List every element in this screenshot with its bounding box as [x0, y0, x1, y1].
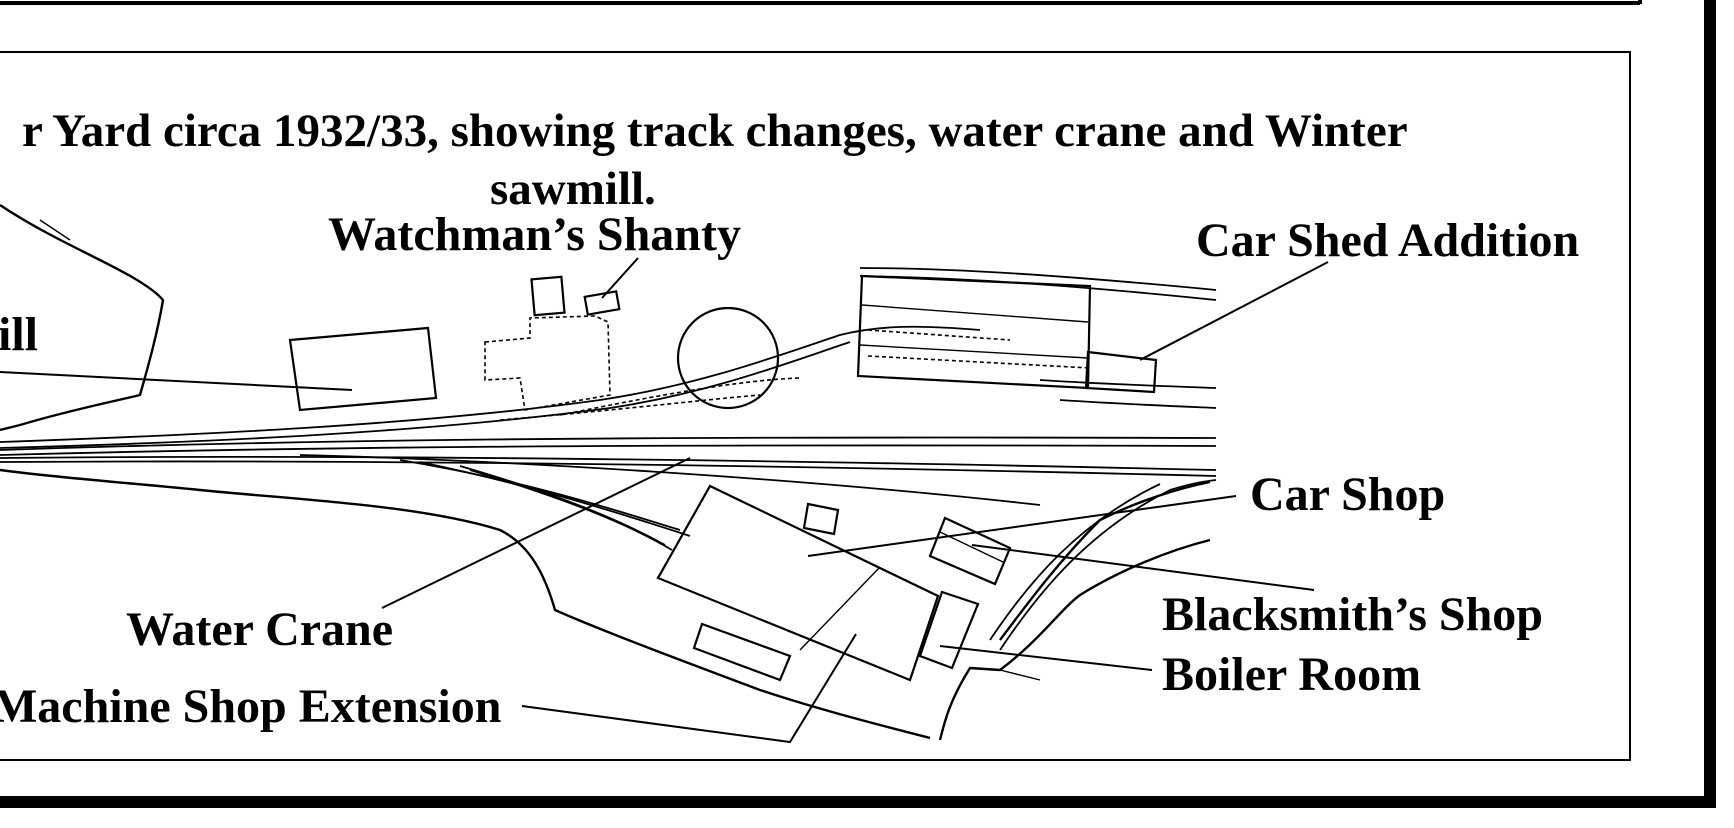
mill-building: [288, 326, 438, 412]
label-car-shed-addition: Car Shed Addition: [1196, 214, 1579, 267]
label-blacksmiths-shop: Blacksmith’s Shop: [1162, 588, 1543, 641]
watchmans-shanty-buildings: [484, 275, 621, 411]
label-boiler-room: Boiler Room: [1162, 648, 1421, 701]
label-watchmans-shanty: Watchman’s Shanty: [328, 208, 741, 261]
trackage: [0, 267, 1217, 651]
label-machine-shop-extension: Machine Shop Extension: [0, 680, 501, 733]
label-water-crane: Water Crane: [126, 603, 393, 656]
turntable: [676, 306, 780, 410]
leader-lines: [0, 257, 1329, 744]
car-shed: [856, 274, 1158, 394]
page-frame: [0, 0, 1716, 808]
figure-title-line1: r Yard circa 1932/33, showing track chan…: [22, 105, 1408, 157]
label-mill-fragment: ill: [0, 308, 38, 361]
car-shop-complex: [656, 484, 1012, 682]
figure-border: [0, 51, 1631, 761]
label-car-shop: Car Shop: [1250, 468, 1445, 521]
figure-title-line2: sawmill.: [490, 163, 656, 215]
hillside-outline: [0, 204, 165, 432]
